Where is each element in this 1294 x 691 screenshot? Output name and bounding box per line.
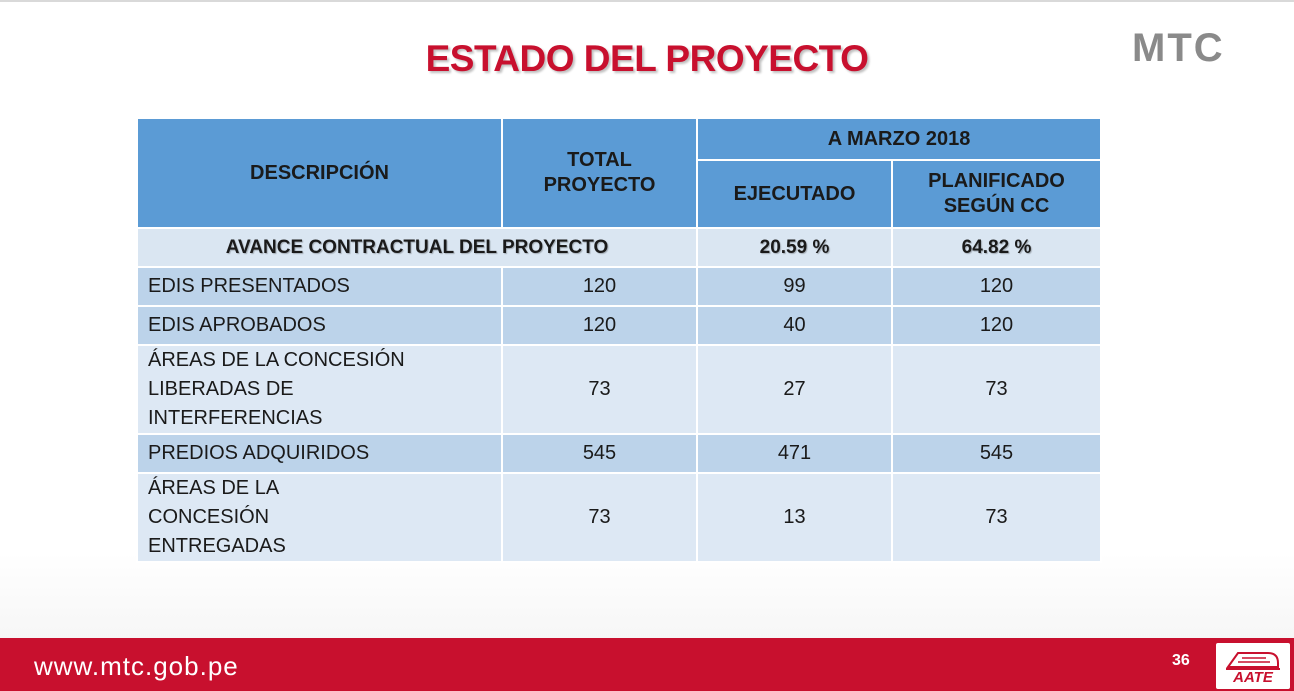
row-label: EDIS APROBADOS [136,305,503,346]
header-executed: EJECUTADO [696,159,893,229]
header-total: TOTAL PROYECTO [501,117,698,229]
row-total: 73 [501,472,698,563]
row-executed: 27 [696,344,893,435]
table-row: ÁREAS DE LA CONCESIÓN LIBERADAS DE INTER… [136,344,1103,435]
row-executed: 40 [696,305,893,346]
row-executed: 99 [696,266,893,307]
table-header-row: DESCRIPCIÓN TOTAL PROYECTO A MARZO 2018 [136,117,1103,229]
slide-title: ESTADO DEL PROYECTO [425,38,869,79]
top-border [0,0,1294,2]
footer-bar [0,638,1294,691]
table-row: ÁREAS DE LA CONCESIÓN ENTREGADAS 73 13 7… [136,472,1103,563]
row-label: ÁREAS DE LA CONCESIÓN LIBERADAS DE INTER… [136,344,503,435]
row-executed: 471 [696,433,893,474]
summary-executed: 20.59 % [696,227,893,268]
row-total: 73 [501,344,698,435]
row-planned: 73 [890,344,1103,435]
header-planned: PLANIFICADO SEGÚN CC [890,159,1103,229]
table-row: EDIS APROBADOS 120 40 120 [136,305,1103,346]
table-row: EDIS PRESENTADOS 120 99 120 [136,266,1103,307]
footer-url: www.mtc.gob.pe [34,651,239,681]
row-total: 120 [501,266,698,307]
row-total: 545 [501,433,698,474]
table-subheader-row: EJECUTADO PLANIFICADO SEGÚN CC [137,159,1103,229]
mtc-logo: MTC [1132,26,1225,70]
row-total: 120 [501,305,698,346]
header-period: A MARZO 2018 [695,117,1103,161]
summary-label: AVANCE CONTRACTUAL DEL PROYECTO [136,227,698,268]
row-planned: 120 [890,266,1103,307]
row-label: PREDIOS ADQUIRIDOS [136,433,503,474]
project-status-table: DESCRIPCIÓN TOTAL PROYECTO A MARZO 2018 … [136,117,1103,563]
header-description: DESCRIPCIÓN [136,117,503,229]
aate-logo-text: AATE [1233,669,1273,686]
summary-planned: 64.82 % [890,227,1103,268]
table-row: PREDIOS ADQUIRIDOS 545 471 545 [136,433,1103,474]
row-label: ÁREAS DE LA CONCESIÓN ENTREGADAS [136,472,503,563]
page-number: 36 [1172,652,1190,669]
row-planned: 545 [890,433,1103,474]
train-icon [1226,652,1280,670]
aate-logo: AATE [1216,643,1290,689]
row-planned: 120 [890,305,1103,346]
row-label: EDIS PRESENTADOS [136,266,503,307]
row-planned: 73 [890,472,1103,563]
summary-row: AVANCE CONTRACTUAL DEL PROYECTO 20.59 % … [136,227,1103,268]
row-executed: 13 [696,472,893,563]
